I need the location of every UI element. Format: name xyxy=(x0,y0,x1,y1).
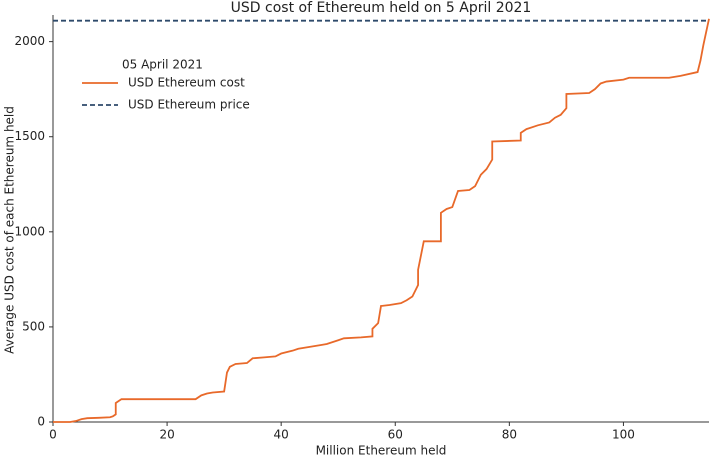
x-tick-label: 80 xyxy=(502,428,517,442)
y-tick-label: 2000 xyxy=(14,34,45,48)
legend-title: 05 April 2021 xyxy=(122,58,203,72)
x-tick-label: 20 xyxy=(159,428,174,442)
x-tick-label: 0 xyxy=(49,428,57,442)
x-tick-label: 40 xyxy=(274,428,289,442)
x-tick-label: 100 xyxy=(612,428,635,442)
legend-label: USD Ethereum price xyxy=(128,98,250,112)
series-line xyxy=(53,18,710,423)
chart-title: USD cost of Ethereum held on 5 April 202… xyxy=(231,0,532,16)
y-tick-label: 0 xyxy=(37,415,45,429)
y-tick-label: 1000 xyxy=(14,224,45,238)
y-tick-label: 1500 xyxy=(14,129,45,143)
x-axis-label: Million Ethereum held xyxy=(316,444,447,458)
x-tick-label: 60 xyxy=(388,428,403,442)
y-axis-label: Average USD cost of each Ethereum held xyxy=(3,106,17,354)
legend-label: USD Ethereum cost xyxy=(128,76,245,90)
y-tick-label: 500 xyxy=(22,319,45,333)
